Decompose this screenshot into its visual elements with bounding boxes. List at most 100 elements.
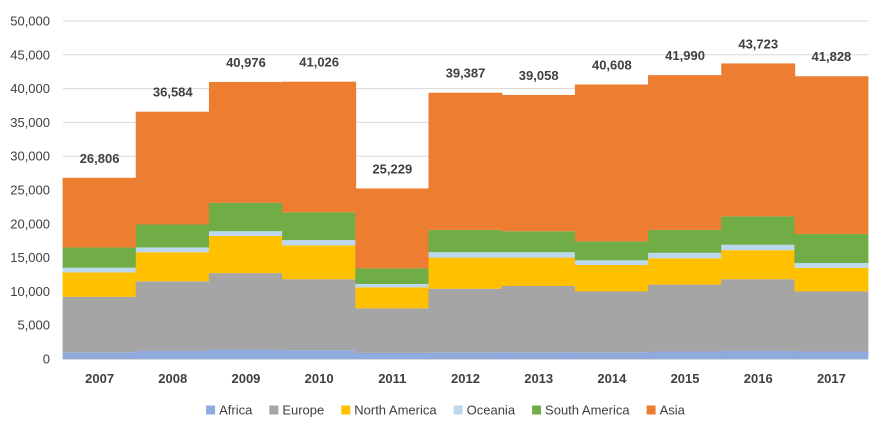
- bar-segment-europe: [282, 279, 357, 351]
- bar-segment-asia: [428, 92, 503, 230]
- total-data-label: 41,828: [812, 49, 852, 64]
- bar-segment-north-america: [501, 257, 576, 286]
- total-data-label: 41,026: [299, 55, 339, 70]
- total-data-label: 41,990: [665, 48, 705, 63]
- bar-segment-asia: [62, 177, 137, 248]
- legend-label: South America: [545, 403, 630, 418]
- bar-segment-asia: [135, 111, 210, 225]
- bar-stack-2014: [574, 84, 649, 359]
- legend-swatch: [646, 405, 656, 415]
- bar-segment-oceania: [135, 247, 210, 253]
- bar-segment-south-america: [208, 202, 283, 232]
- bar-segment-oceania: [574, 260, 649, 266]
- x-tick-label: 2012: [451, 371, 480, 386]
- total-data-label: 39,387: [446, 66, 486, 81]
- bar-segment-north-america: [135, 252, 210, 282]
- legend-item-africa: Africa: [206, 403, 253, 418]
- bar-segment-oceania: [208, 231, 283, 236]
- bar-stack-2013: [501, 94, 576, 359]
- bar-segment-africa: [62, 352, 137, 359]
- bar-segment-north-america: [428, 257, 503, 289]
- legend-swatch: [453, 405, 463, 415]
- bar-segment-asia: [648, 75, 723, 230]
- bar-segment-europe: [794, 291, 869, 352]
- total-data-label: 40,976: [226, 55, 266, 70]
- bar-segment-south-america: [721, 216, 796, 245]
- bar-segment-africa: [574, 352, 649, 359]
- bar-segment-asia: [208, 82, 283, 203]
- bar-stack-2010: [282, 81, 357, 359]
- x-tick-label: 2007: [85, 371, 114, 386]
- bar-stack-2008: [135, 111, 210, 359]
- bar-segment-asia: [282, 81, 357, 213]
- x-axis-tick-labels: 2007 2008 2009 2010 2011 2012 2013 2014 2015 2016…: [85, 371, 846, 386]
- bar-segment-africa: [208, 349, 283, 359]
- bar-segment-asia: [501, 94, 576, 232]
- bar-segment-south-america: [794, 233, 869, 264]
- legend-label: Oceania: [467, 403, 516, 418]
- legend-item-north-america: North America: [341, 403, 437, 418]
- total-data-label: 39,058: [519, 68, 559, 83]
- bar-segment-asia: [721, 63, 796, 217]
- legend-item-oceania: Oceania: [453, 403, 516, 418]
- x-tick-label: 2008: [158, 371, 187, 386]
- bar-segment-africa: [428, 352, 503, 359]
- total-data-label: 25,229: [372, 161, 412, 176]
- y-tick-label: 25,000: [10, 183, 50, 198]
- y-tick-label: 45,000: [10, 47, 50, 62]
- x-tick-label: 2016: [744, 371, 773, 386]
- bar-segment-africa: [648, 351, 723, 359]
- bar-segment-south-america: [501, 231, 576, 253]
- total-labels: 26,806 36,584 40,976 41,026 25,229 39,387 39,0…: [80, 36, 852, 176]
- legend-label: Asia: [660, 403, 686, 418]
- bar-segment-south-america: [574, 241, 649, 261]
- bar-segment-africa: [721, 350, 796, 359]
- bar-segment-europe: [574, 291, 649, 353]
- x-tick-label: 2011: [378, 371, 406, 386]
- bar-segment-europe: [135, 281, 210, 351]
- bars: [62, 63, 869, 359]
- bar-segment-europe: [501, 285, 576, 353]
- bar-segment-europe: [208, 273, 283, 350]
- bar-segment-north-america: [208, 235, 283, 274]
- bar-segment-oceania: [721, 244, 796, 251]
- bar-segment-africa: [355, 352, 430, 359]
- bar-segment-south-america: [135, 224, 210, 248]
- bar-stack-2015: [648, 75, 723, 359]
- bar-segment-europe: [648, 284, 723, 352]
- y-tick-label: 5,000: [17, 318, 50, 333]
- x-tick-label: 2014: [597, 371, 627, 386]
- bar-segment-europe: [62, 296, 137, 353]
- bar-segment-europe: [355, 308, 430, 353]
- bar-stack-2007: [62, 177, 137, 359]
- bar-segment-oceania: [355, 283, 430, 288]
- y-tick-label: 15,000: [10, 250, 50, 265]
- x-tick-label: 2010: [305, 371, 334, 386]
- y-tick-label: 40,000: [10, 81, 50, 96]
- bar-segment-asia: [794, 76, 869, 234]
- bar-segment-south-america: [648, 229, 723, 253]
- bar-segment-south-america: [355, 268, 430, 284]
- legend-label: North America: [354, 403, 437, 418]
- y-tick-label: 35,000: [10, 115, 50, 130]
- bar-segment-north-america: [721, 250, 796, 280]
- y-tick-label: 30,000: [10, 149, 50, 164]
- bar-segment-africa: [282, 350, 357, 359]
- bar-segment-south-america: [282, 212, 357, 241]
- total-data-label: 43,723: [738, 36, 778, 51]
- bar-segment-oceania: [428, 252, 503, 258]
- bar-segment-africa: [501, 352, 576, 359]
- bar-segment-north-america: [62, 272, 137, 297]
- legend-label: Africa: [219, 403, 253, 418]
- legend: Africa Europe North America Oceania South Am…: [206, 403, 686, 418]
- bar-stack-2011: [355, 188, 430, 359]
- bar-segment-oceania: [282, 240, 357, 246]
- bar-stack-2017: [794, 76, 869, 359]
- legend-item-south-america: South America: [532, 403, 630, 418]
- x-tick-label: 2015: [671, 371, 700, 386]
- bar-segment-europe: [721, 279, 796, 351]
- bar-segment-oceania: [501, 252, 576, 258]
- bar-segment-north-america: [648, 258, 723, 285]
- bar-segment-oceania: [794, 263, 869, 268]
